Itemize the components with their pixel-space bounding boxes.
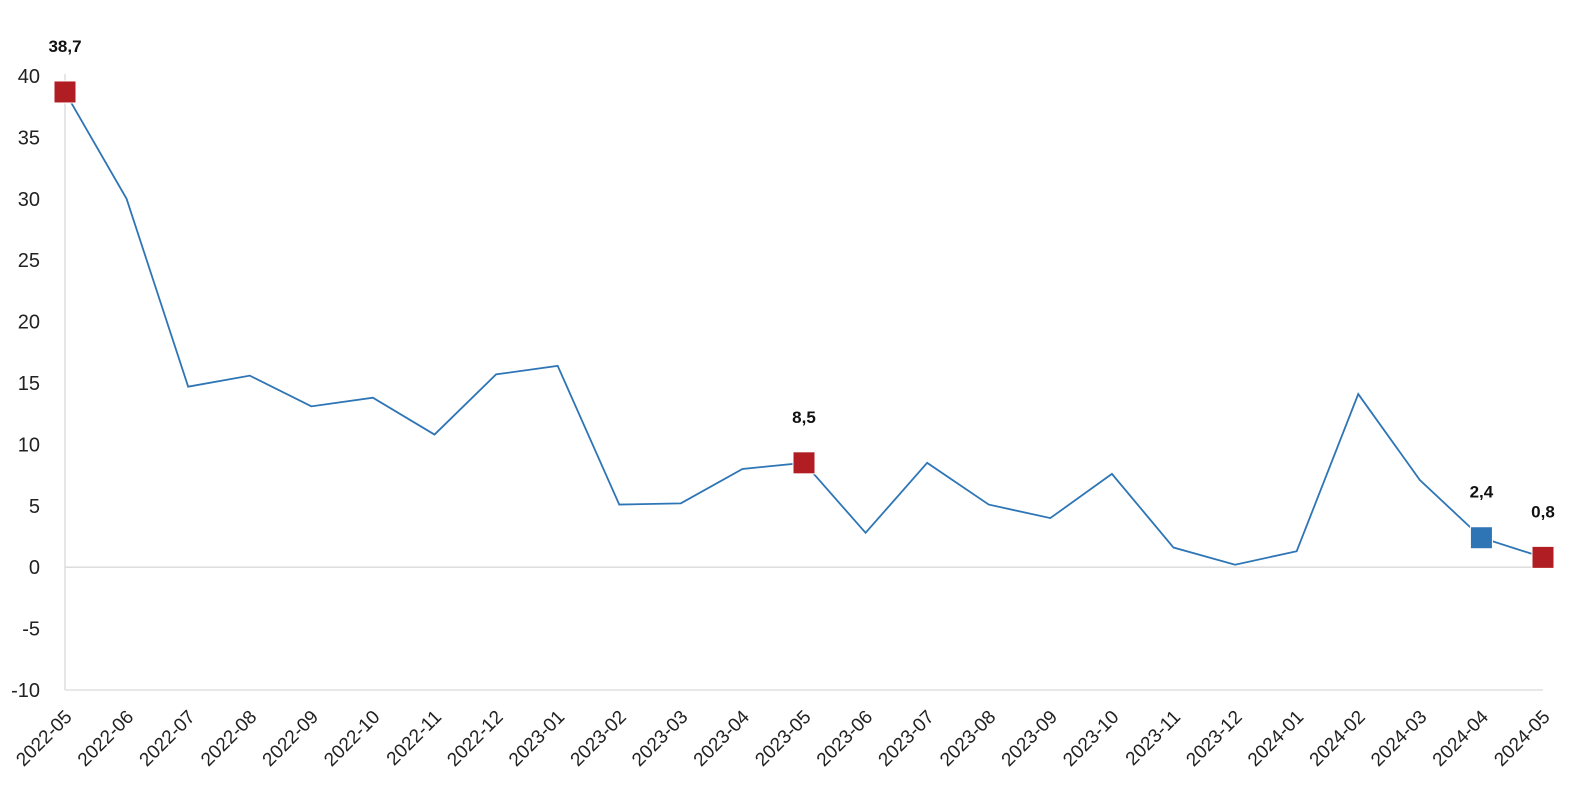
series-line xyxy=(64,91,1544,566)
data-point xyxy=(1048,516,1052,520)
x-tick-label: 2022-07 xyxy=(136,707,200,771)
x-tick-label: 2022-05 xyxy=(12,707,76,771)
x-tick-label: 2022-09 xyxy=(259,707,323,771)
y-tick-label: 30 xyxy=(18,189,40,211)
data-point xyxy=(925,461,929,465)
x-tick-label: 2024-03 xyxy=(1367,707,1431,771)
y-tick-label: 40 xyxy=(18,66,40,88)
x-tick-label: 2022-11 xyxy=(383,707,446,770)
y-tick-label: 0 xyxy=(29,557,40,579)
data-point xyxy=(556,364,560,368)
data-point xyxy=(1233,563,1237,567)
highlight-marker xyxy=(792,451,816,475)
x-tick-label: 2023-12 xyxy=(1182,707,1246,771)
x-tick-label: 2022-06 xyxy=(74,707,138,771)
x-tick-label: 2023-06 xyxy=(813,707,877,771)
x-tick-label: 2023-11 xyxy=(1122,707,1185,770)
data-point xyxy=(1172,546,1176,550)
x-tick-label: 2023-04 xyxy=(690,706,754,770)
x-tick-label: 2023-08 xyxy=(936,707,1000,771)
data-point xyxy=(864,531,868,535)
x-tick-label: 2024-04 xyxy=(1429,706,1493,770)
x-tick-label: 2023-01 xyxy=(505,707,569,771)
data-point xyxy=(125,197,129,201)
data-point xyxy=(679,501,683,505)
y-tick-label: 15 xyxy=(18,373,40,395)
x-tick-label: 2023-05 xyxy=(751,707,815,771)
y-tick-label: 10 xyxy=(18,434,40,456)
y-axis-ticks: 40 35 30 25 20 15 10 5 0 -5 -10 xyxy=(11,66,40,702)
data-point xyxy=(433,433,437,437)
data-point xyxy=(1295,549,1299,553)
highlight-marker xyxy=(53,80,77,104)
y-tick-label: 20 xyxy=(18,312,40,334)
x-tick-label: 2024-01 xyxy=(1244,707,1308,771)
data-label: 0,8 xyxy=(1531,502,1555,521)
y-tick-label: 35 xyxy=(18,127,40,149)
highlight-markers: 38,7 8,5 2,4 0,8 xyxy=(48,37,1555,569)
x-tick-label: 2023-09 xyxy=(998,707,1062,771)
data-label: 8,5 xyxy=(792,408,816,427)
x-tick-label: 2022-10 xyxy=(320,707,384,771)
y-tick-label: 5 xyxy=(29,496,40,518)
data-label: 38,7 xyxy=(48,37,81,56)
data-point xyxy=(617,503,621,507)
x-tick-label: 2022-08 xyxy=(197,707,261,771)
x-tick-label: 2023-07 xyxy=(875,707,939,771)
data-point xyxy=(309,404,313,408)
series-layer xyxy=(64,91,1544,567)
x-tick-label: 2023-02 xyxy=(567,707,631,771)
data-label: 2,4 xyxy=(1470,483,1494,502)
x-tick-label: 2024-05 xyxy=(1490,707,1554,771)
x-tick-label: 2024-02 xyxy=(1306,707,1370,771)
x-tick-label: 2023-03 xyxy=(628,707,692,771)
x-tick-label: 2023-10 xyxy=(1059,707,1123,771)
x-axis-ticks: 2022-052022-062022-072022-082022-092022-… xyxy=(12,706,1554,770)
data-point xyxy=(371,396,375,400)
y-tick-label: -10 xyxy=(11,680,40,702)
x-tick-label: 2022-12 xyxy=(443,707,507,771)
data-point xyxy=(248,374,252,378)
data-point xyxy=(1356,392,1360,396)
data-point xyxy=(1418,478,1422,482)
y-tick-label: -5 xyxy=(22,619,40,641)
data-point xyxy=(987,503,991,507)
data-point xyxy=(1110,472,1114,476)
highlight-marker xyxy=(1469,526,1493,550)
data-point xyxy=(186,385,190,389)
data-point xyxy=(740,467,744,471)
y-tick-label: 25 xyxy=(18,250,40,272)
data-point xyxy=(494,372,498,376)
axes xyxy=(64,74,1543,691)
highlight-marker xyxy=(1531,545,1555,569)
